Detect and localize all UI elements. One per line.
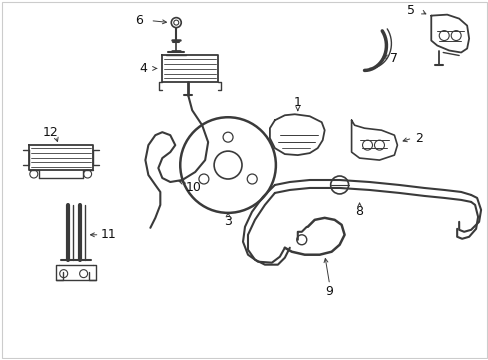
- Text: 7: 7: [389, 52, 398, 65]
- Text: 5: 5: [407, 4, 414, 17]
- Text: 12: 12: [43, 126, 59, 139]
- Text: 11: 11: [101, 228, 116, 241]
- Text: 2: 2: [414, 132, 423, 145]
- Text: 4: 4: [139, 62, 147, 75]
- Text: 1: 1: [293, 96, 301, 109]
- Text: 3: 3: [224, 215, 231, 228]
- Circle shape: [330, 176, 348, 194]
- Text: 8: 8: [355, 205, 363, 219]
- Text: 6: 6: [135, 14, 143, 27]
- Text: 10: 10: [185, 181, 201, 194]
- Text: 9: 9: [325, 285, 333, 298]
